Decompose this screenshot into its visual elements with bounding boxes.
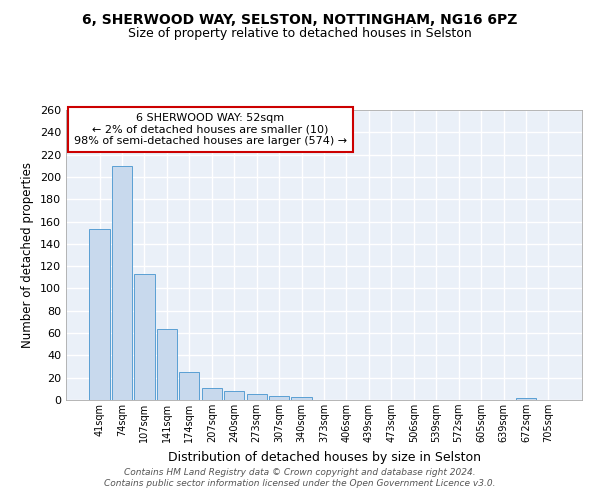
Bar xyxy=(179,372,199,400)
Bar xyxy=(247,394,267,400)
Bar xyxy=(269,396,289,400)
Bar xyxy=(292,396,311,400)
Text: Size of property relative to detached houses in Selston: Size of property relative to detached ho… xyxy=(128,28,472,40)
Bar xyxy=(89,230,110,400)
Bar xyxy=(516,398,536,400)
Bar xyxy=(134,274,155,400)
Bar xyxy=(202,388,222,400)
Text: Contains HM Land Registry data © Crown copyright and database right 2024.
Contai: Contains HM Land Registry data © Crown c… xyxy=(104,468,496,487)
Text: 6 SHERWOOD WAY: 52sqm
← 2% of detached houses are smaller (10)
98% of semi-detac: 6 SHERWOOD WAY: 52sqm ← 2% of detached h… xyxy=(74,113,347,146)
Bar xyxy=(112,166,132,400)
Y-axis label: Number of detached properties: Number of detached properties xyxy=(22,162,34,348)
Bar xyxy=(157,328,177,400)
X-axis label: Distribution of detached houses by size in Selston: Distribution of detached houses by size … xyxy=(167,450,481,464)
Text: 6, SHERWOOD WAY, SELSTON, NOTTINGHAM, NG16 6PZ: 6, SHERWOOD WAY, SELSTON, NOTTINGHAM, NG… xyxy=(82,12,518,26)
Bar xyxy=(224,391,244,400)
